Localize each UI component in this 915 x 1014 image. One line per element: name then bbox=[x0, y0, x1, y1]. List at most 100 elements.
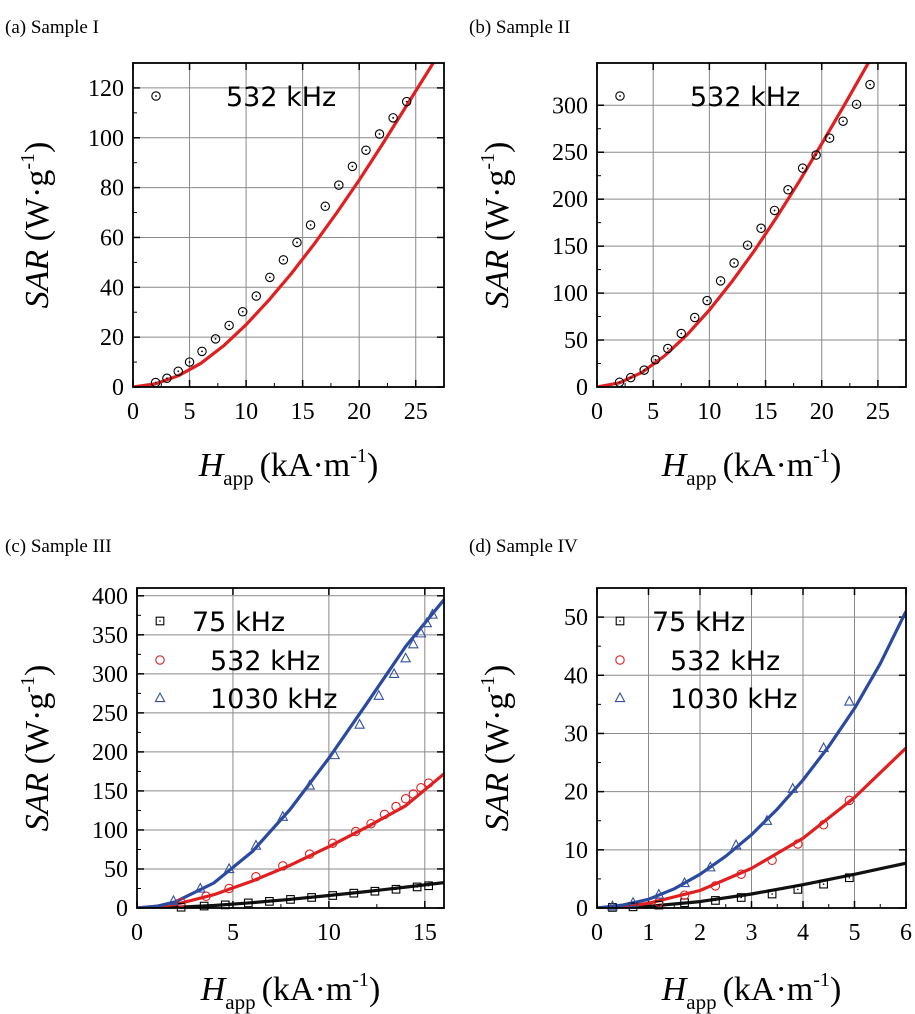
data-point-dot bbox=[842, 120, 844, 123]
legend-marker bbox=[615, 91, 625, 101]
data-point bbox=[818, 820, 829, 830]
data-point-dot bbox=[378, 133, 381, 135]
legend-label: 1030 kHz bbox=[670, 684, 797, 715]
data-point bbox=[361, 145, 371, 155]
data-point bbox=[663, 343, 673, 354]
y-axis-title-close: ) bbox=[19, 665, 56, 676]
data-point bbox=[347, 161, 358, 172]
data-point bbox=[426, 608, 439, 619]
y-tick-label: 200 bbox=[552, 187, 588, 213]
y-tick-label: 50 bbox=[564, 605, 588, 631]
fit-line bbox=[137, 772, 444, 908]
data-point-dot bbox=[719, 279, 722, 282]
legend-marker-dot bbox=[155, 95, 157, 97]
data-point bbox=[401, 96, 412, 107]
y-tick-label: 0 bbox=[576, 375, 588, 401]
data-point-dot bbox=[228, 324, 231, 327]
data-point-dot bbox=[822, 883, 825, 885]
y-tick-label: 200 bbox=[92, 740, 128, 766]
data-point-dot bbox=[629, 376, 632, 379]
chart-panel-1: (a) Sample I 0 5 10 15 20 25 0 20 40 60 80 100 120 532… bbox=[5, 17, 445, 490]
data-point-dot bbox=[855, 103, 858, 106]
data-point-dot bbox=[289, 898, 292, 901]
x-axis-title-exp: -1 bbox=[813, 969, 830, 991]
data-point-dot bbox=[224, 904, 227, 906]
y-axis-title: SAR (W·g-1) bbox=[17, 142, 56, 309]
data-point-dot bbox=[416, 886, 418, 888]
x-axis-title-main: H bbox=[198, 447, 226, 484]
legend-marker bbox=[615, 616, 625, 626]
y-axis-title-unit: (W·g bbox=[19, 693, 56, 765]
data-point bbox=[184, 357, 195, 367]
data-point-dot bbox=[351, 165, 354, 168]
x-tick-label: 3 bbox=[746, 920, 758, 946]
y-tick-label: 100 bbox=[92, 818, 128, 844]
legend-marker bbox=[151, 91, 161, 101]
y-tick-label: 0 bbox=[576, 896, 588, 922]
data-point bbox=[679, 890, 690, 900]
data-point bbox=[265, 897, 274, 906]
legend-label: 75 kHz bbox=[652, 607, 745, 638]
data-point bbox=[250, 839, 262, 850]
x-tick-label: 15 bbox=[291, 399, 315, 425]
x-tick-label: 15 bbox=[413, 920, 437, 946]
y-tick-label: 150 bbox=[92, 779, 128, 805]
data-point bbox=[329, 748, 341, 760]
data-point bbox=[223, 862, 235, 874]
y-axis-title-main: SAR bbox=[19, 764, 56, 831]
data-point bbox=[421, 616, 433, 628]
y-axis-title-main: SAR bbox=[479, 764, 516, 831]
data-point bbox=[729, 258, 739, 268]
x-tick-label: 0 bbox=[127, 399, 139, 425]
data-point bbox=[756, 223, 766, 234]
legend-label: 532 kHz bbox=[226, 82, 336, 113]
data-point bbox=[416, 783, 426, 793]
data-point-dot bbox=[154, 381, 157, 384]
x-axis-title-close: ) bbox=[830, 447, 841, 484]
data-point bbox=[349, 888, 359, 898]
legend-marker-dot bbox=[619, 620, 621, 622]
data-point bbox=[292, 237, 302, 248]
data-point bbox=[167, 894, 179, 906]
x-tick-label: 0 bbox=[591, 399, 603, 425]
data-point bbox=[702, 295, 712, 306]
x-axis-title-main: H bbox=[661, 447, 689, 484]
data-point bbox=[374, 129, 385, 139]
data-point bbox=[818, 741, 830, 753]
data-point-dot bbox=[714, 899, 717, 902]
panel-label: (b) Sample II bbox=[469, 17, 570, 38]
data-point-dot bbox=[680, 332, 683, 335]
y-axis-title: SAR (W·g-1) bbox=[477, 142, 516, 309]
legend-marker bbox=[614, 691, 626, 703]
x-tick-label: 10 bbox=[317, 920, 341, 946]
x-axis-title: Happ (kA·m-1) bbox=[661, 969, 842, 1014]
y-axis-title-main: SAR bbox=[479, 241, 516, 308]
data-point bbox=[838, 116, 848, 126]
y-tick-label: 40 bbox=[100, 275, 124, 301]
data-point bbox=[408, 789, 419, 799]
data-point bbox=[197, 346, 207, 357]
data-point bbox=[199, 901, 209, 911]
x-tick-label: 20 bbox=[810, 399, 834, 425]
data-point bbox=[865, 79, 875, 90]
x-axis-title-close: ) bbox=[369, 971, 380, 1008]
data-point-dot bbox=[815, 154, 818, 156]
data-point bbox=[783, 185, 793, 195]
data-point-dot bbox=[310, 896, 313, 899]
data-point bbox=[243, 898, 253, 908]
data-point bbox=[373, 689, 385, 700]
data-point bbox=[679, 876, 691, 888]
data-point bbox=[730, 838, 742, 850]
data-point bbox=[388, 113, 398, 123]
data-point bbox=[400, 652, 412, 663]
data-point-dot bbox=[706, 299, 709, 302]
data-point bbox=[379, 809, 390, 820]
y-tick-label: 300 bbox=[552, 93, 588, 119]
data-point-dot bbox=[683, 901, 686, 904]
data-point bbox=[639, 365, 649, 375]
data-point-dot bbox=[177, 370, 180, 373]
data-point bbox=[625, 372, 636, 383]
x-axis-title-unit: (kA·m bbox=[723, 447, 814, 484]
legend-label: 532 kHz bbox=[690, 82, 800, 113]
data-point-dot bbox=[255, 295, 258, 297]
